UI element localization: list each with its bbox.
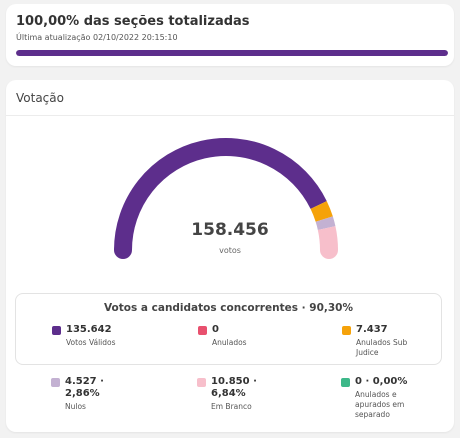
- stat-label: Anulados Sub Judice: [356, 338, 408, 357]
- swatch-anulados-separado: [341, 378, 350, 387]
- stat-label: Nulos: [65, 402, 86, 411]
- divider: [6, 115, 454, 116]
- progress-bar: [16, 50, 448, 56]
- swatch-anulados: [198, 326, 207, 335]
- gauge-segment-nulos: [315, 216, 336, 231]
- stat-value: 4.527 · 2,86%: [65, 376, 104, 399]
- gauge-segment-validos: [114, 138, 327, 251]
- gauge-cap-start: [114, 241, 132, 259]
- valid-votes-title: Votos a candidatos concorrentes · 90,30%: [103, 302, 353, 314]
- stat-value: 7.437: [356, 324, 388, 335]
- progress-card: 100,00% das seções totalizadas Última at…: [6, 4, 454, 66]
- stat-anulados-sub-judice: 7.437 Anulados Sub Judice: [342, 324, 432, 360]
- stat-label: Anulados e apurados em separado: [355, 390, 405, 419]
- stat-votos-validos: 135.642 Votos Válidos: [52, 324, 162, 354]
- swatch-em-branco: [197, 378, 206, 387]
- stat-value: 10.850 · 6,84%: [211, 376, 257, 399]
- votacao-card: Votação 158.456 votos Votos a candidatos…: [6, 80, 454, 432]
- votacao-title: Votação: [16, 91, 64, 105]
- stat-nulos: 4.527 · 2,86% Nulos: [51, 376, 161, 416]
- gauge-cap-end: [320, 241, 338, 259]
- swatch-anulados-sub-judice: [342, 326, 351, 335]
- valid-votes-box: Votos a candidatos concorrentes · 90,30%…: [15, 293, 442, 365]
- progress-bar-fill: [16, 50, 448, 56]
- stat-label: Anulados: [212, 338, 247, 347]
- gauge-segment-sub_judice: [310, 201, 333, 222]
- progress-title: 100,00% das seções totalizadas: [16, 14, 250, 29]
- stat-label: Em Branco: [211, 402, 252, 411]
- stat-label: Votos Válidos: [66, 338, 116, 347]
- swatch-votos-validos: [52, 326, 61, 335]
- vote-gauge: [114, 138, 338, 259]
- stat-em-branco: 10.850 · 6,84% Em Branco: [197, 376, 307, 416]
- total-votes-label: votos: [219, 246, 241, 255]
- stat-anulados: 0 Anulados: [198, 324, 308, 354]
- swatch-nulos: [51, 378, 60, 387]
- last-update-text: Última atualização 02/10/2022 20:15:10: [16, 33, 178, 42]
- stat-value: 0 · 0,00%: [355, 376, 408, 387]
- stat-anulados-separado: 0 · 0,00% Anulados e apurados em separad…: [341, 376, 441, 426]
- stat-value: 135.642: [66, 324, 112, 335]
- total-votes-value: 158.456: [191, 220, 269, 240]
- stat-value: 0: [212, 324, 219, 335]
